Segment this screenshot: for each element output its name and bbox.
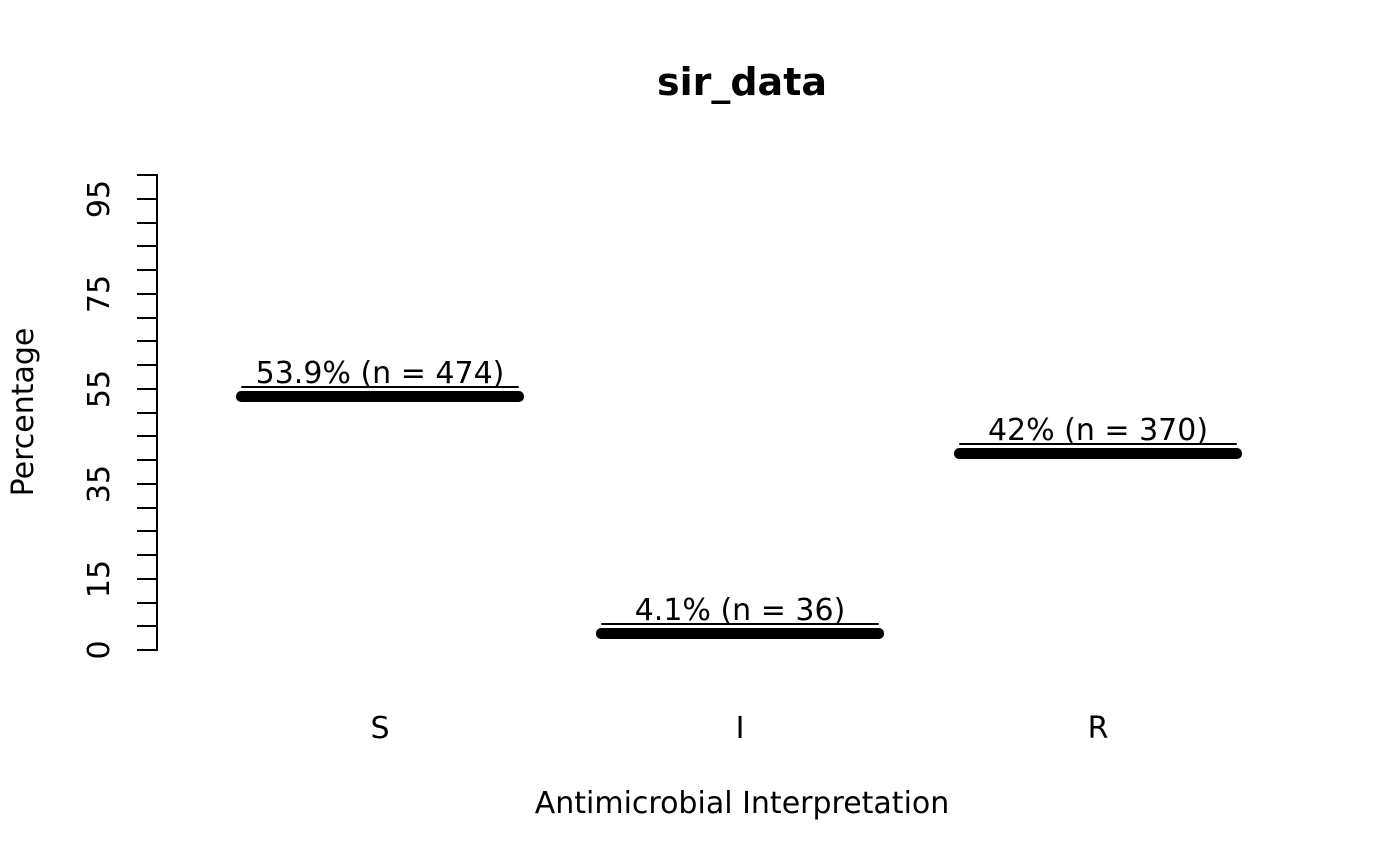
y-axis-tick (137, 411, 157, 414)
bar-underline-S (241, 386, 519, 388)
y-axis-tick (137, 174, 157, 176)
bar-value-label-I: 4.1% (n = 36) (634, 593, 846, 628)
x-category-label-R: R (1087, 711, 1109, 746)
y-axis-title: Percentage (6, 327, 41, 497)
y-axis-tick-label: 75 (82, 274, 117, 313)
y-axis-tick (137, 649, 157, 651)
y-axis-line (156, 174, 158, 651)
y-axis-tick-label: 0 (82, 640, 117, 660)
y-axis-tick (137, 340, 157, 343)
y-axis-tick (137, 482, 157, 485)
y-axis-tick (137, 197, 157, 200)
chart-title: sir_data (656, 60, 828, 104)
x-axis-title: Antimicrobial Interpretation (534, 786, 950, 821)
y-axis-tick (137, 269, 157, 271)
bar-underline-R (959, 443, 1237, 445)
y-axis-tick (137, 292, 157, 295)
y-axis-tick (137, 601, 157, 604)
y-axis-tick (137, 435, 157, 438)
y-axis-tick (137, 316, 157, 319)
y-axis-tick (137, 387, 157, 390)
y-axis-tick (137, 459, 157, 461)
x-category-label-I: I (735, 711, 745, 746)
y-axis-tick-label: 35 (82, 464, 117, 503)
bar-S (236, 391, 524, 402)
bar-I (596, 628, 884, 639)
bar-value-label-S: 53.9% (n = 474) (255, 356, 505, 391)
y-axis-tick (137, 577, 157, 580)
y-axis-tick (137, 625, 157, 628)
bar-R (954, 448, 1242, 459)
y-axis-tick (137, 530, 157, 533)
y-axis-tick (137, 364, 157, 366)
y-axis-tick-label: 55 (82, 369, 117, 408)
y-axis-tick (137, 506, 157, 509)
y-axis-tick (137, 245, 157, 248)
bar-value-label-R: 42% (n = 370) (987, 413, 1209, 448)
y-axis-tick-label: 95 (82, 179, 117, 218)
y-axis-tick-label: 15 (82, 559, 117, 598)
y-axis-tick (137, 221, 157, 224)
x-category-label-S: S (370, 711, 390, 746)
bar-underline-I (601, 623, 879, 625)
y-axis-tick (137, 554, 157, 556)
